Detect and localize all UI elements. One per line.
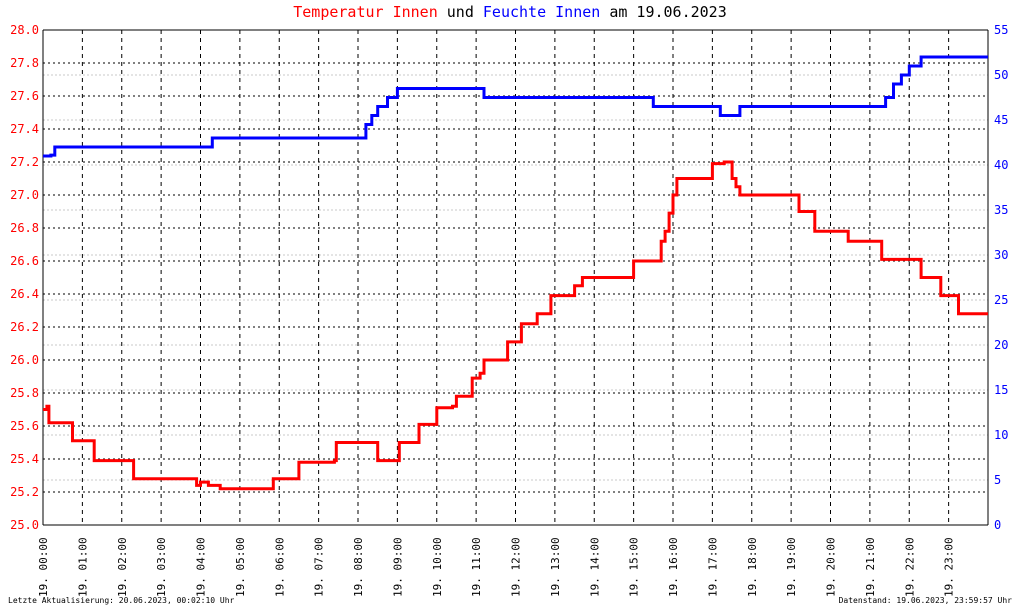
x-tick-label: 19. 09:00 bbox=[391, 537, 404, 597]
x-tick-label: 19. 22:00 bbox=[903, 537, 916, 597]
footer-data-state: Datenstand: 19.06.2023, 23:59:57 Uhr bbox=[838, 596, 1012, 605]
x-tick-label: 19. 00:00 bbox=[37, 537, 50, 597]
y-left-tick-label: 27.6 bbox=[10, 89, 39, 103]
x-tick-label: 19. 23:00 bbox=[943, 537, 956, 597]
y-right-tick-label: 25 bbox=[994, 293, 1008, 307]
x-tick-label: 19. 02:00 bbox=[116, 537, 129, 597]
x-tick-label: 19. 19:00 bbox=[785, 537, 798, 597]
x-tick-label: 19. 16:00 bbox=[667, 537, 680, 597]
x-tick-label: 19. 01:00 bbox=[76, 537, 89, 597]
x-tick-label: 19. 15:00 bbox=[628, 537, 641, 597]
x-tick-label: 19. 08:00 bbox=[352, 537, 365, 597]
x-tick-label: 19. 05:00 bbox=[234, 537, 247, 597]
y-right-tick-label: 0 bbox=[994, 518, 1001, 532]
y-right-tick-label: 35 bbox=[994, 203, 1008, 217]
series-line-humidity bbox=[43, 55, 988, 158]
chart-title: Temperatur Innen und Feuchte Innen am 19… bbox=[0, 3, 1020, 21]
y-left-tick-label: 25.0 bbox=[10, 518, 39, 532]
x-tick-label: 19. 07:00 bbox=[313, 537, 326, 597]
x-tick-label: 19. 13:00 bbox=[549, 537, 562, 597]
y-right-tick-label: 40 bbox=[994, 158, 1008, 172]
title-und: und bbox=[437, 3, 483, 21]
y-right-tick-label: 15 bbox=[994, 383, 1008, 397]
x-tick-label: 19. 14:00 bbox=[588, 537, 601, 597]
x-tick-label: 19. 12:00 bbox=[510, 537, 523, 597]
y-left-tick-label: 26.8 bbox=[10, 221, 39, 235]
x-tick-label: 19. 10:00 bbox=[431, 537, 444, 597]
y-left-tick-label: 26.0 bbox=[10, 353, 39, 367]
x-tick-label: 19. 18:00 bbox=[746, 537, 759, 597]
x-tick-label: 19. 20:00 bbox=[825, 537, 838, 597]
x-tick-label: 19. 03:00 bbox=[155, 537, 168, 597]
title-date: am 19.06.2023 bbox=[600, 3, 727, 21]
x-tick-label: 19. 11:00 bbox=[470, 537, 483, 597]
y-left-tick-label: 27.4 bbox=[10, 122, 39, 136]
title-hum: Feuchte Innen bbox=[482, 3, 601, 21]
x-tick-label: 19. 06:00 bbox=[273, 537, 286, 597]
y-right-tick-label: 50 bbox=[994, 68, 1008, 82]
y-left-tick-label: 25.8 bbox=[10, 386, 39, 400]
footer-last-update: Letzte Aktualisierung: 20.06.2023, 00:02… bbox=[8, 596, 235, 605]
y-left-tick-label: 27.8 bbox=[10, 56, 39, 70]
y-right-tick-label: 30 bbox=[994, 248, 1008, 262]
y-left-tick-label: 26.2 bbox=[10, 320, 39, 334]
y-left-tick-label: 26.4 bbox=[10, 287, 39, 301]
y-left-tick-label: 27.2 bbox=[10, 155, 39, 169]
y-left-tick-label: 28.0 bbox=[10, 23, 39, 37]
x-tick-label: 19. 17:00 bbox=[706, 537, 719, 597]
y-left-tick-label: 25.2 bbox=[10, 485, 39, 499]
y-left-tick-label: 27.0 bbox=[10, 188, 39, 202]
x-tick-label: 19. 21:00 bbox=[864, 537, 877, 597]
y-left-tick-label: 25.6 bbox=[10, 419, 39, 433]
y-left-tick-label: 26.6 bbox=[10, 254, 39, 268]
y-right-tick-label: 20 bbox=[994, 338, 1008, 352]
y-right-tick-label: 55 bbox=[994, 23, 1008, 37]
y-right-tick-label: 45 bbox=[994, 113, 1008, 127]
y-left-tick-label: 25.4 bbox=[10, 452, 39, 466]
y-right-tick-label: 10 bbox=[994, 428, 1008, 442]
series-line-temperature bbox=[43, 160, 988, 491]
y-right-tick-label: 5 bbox=[994, 473, 1001, 487]
title-temp: Temperatur Innen bbox=[293, 3, 438, 21]
x-tick-label: 19. 04:00 bbox=[195, 537, 208, 597]
